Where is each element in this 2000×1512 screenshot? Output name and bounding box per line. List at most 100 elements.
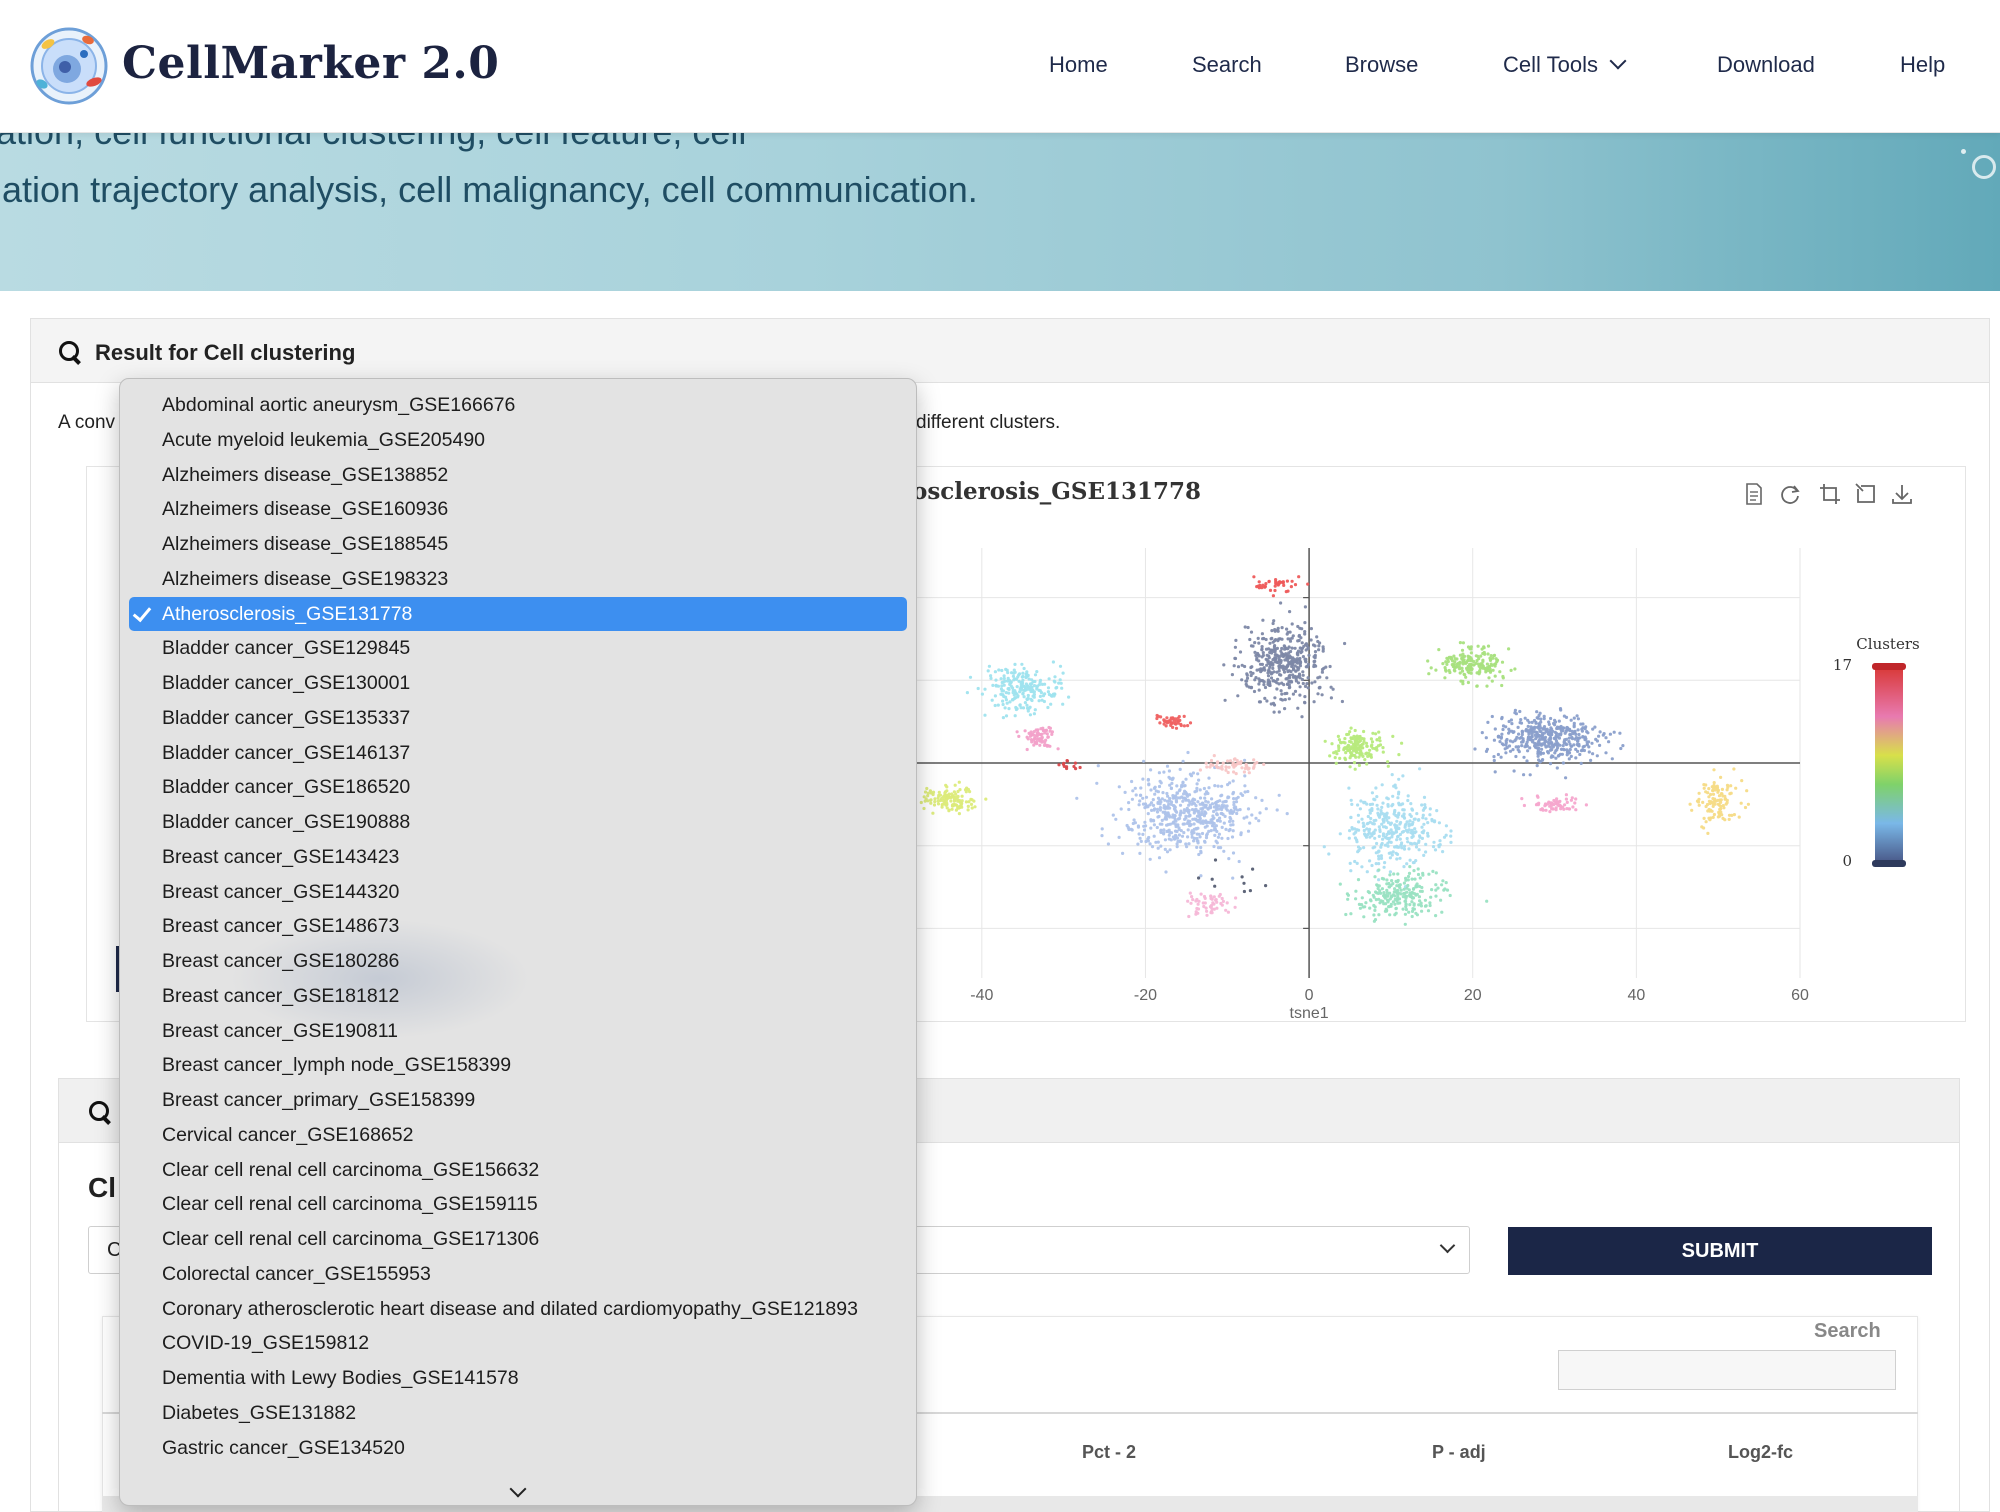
data-point — [1390, 835, 1394, 839]
dropdown-option[interactable]: Alzheimers disease_GSE198323 — [162, 567, 449, 590]
legend-handle-top[interactable] — [1872, 663, 1906, 670]
data-point — [1580, 748, 1585, 752]
column-header-padj[interactable]: P - adj — [1432, 1442, 1486, 1462]
cluster-select-value: C — [107, 1239, 122, 1261]
data-point — [1550, 727, 1554, 731]
dropdown-option[interactable]: Colorectal cancer_GSE155953 — [162, 1262, 431, 1285]
data-point — [1141, 796, 1145, 800]
nav-cell-tools-label: Cell Tools — [1503, 52, 1598, 77]
nav-download[interactable]: Download — [1717, 52, 1815, 77]
dropdown-option[interactable]: Cervical cancer_GSE168652 — [162, 1123, 414, 1146]
dropdown-option[interactable]: Bladder cancer_GSE130001 — [162, 672, 411, 694]
data-point — [1543, 740, 1547, 744]
data-point — [1166, 811, 1170, 815]
dropdown-option[interactable]: Breast cancer_lymph node_GSE158399 — [162, 1054, 512, 1077]
download-icon[interactable] — [1890, 482, 1914, 506]
data-point — [1003, 706, 1007, 710]
dropdown-option[interactable]: Alzheimers disease_GSE160936 — [162, 498, 449, 521]
dropdown-option[interactable]: Bladder cancer_GSE129845 — [162, 637, 411, 660]
dropdown-option[interactable]: Bladder cancer_GSE190888 — [162, 811, 411, 833]
table-search-input[interactable] — [1558, 1350, 1896, 1390]
data-point — [1223, 698, 1227, 702]
data-point — [1260, 586, 1264, 590]
dropdown-option[interactable]: Breast cancer_GSE190811 — [162, 1019, 398, 1042]
data-point — [1397, 883, 1401, 887]
dropdown-option[interactable]: Diabetes_GSE131882 — [162, 1401, 357, 1424]
dropdown-option[interactable]: Breast cancer_primary_GSE158399 — [162, 1089, 476, 1111]
data-point — [1567, 750, 1571, 754]
dropdown-option[interactable]: Clear cell renal cell carcinoma_GSE15663… — [162, 1158, 540, 1181]
dropdown-selected-option[interactable]: Atherosclerosis_GSE131778 — [129, 597, 907, 631]
data-point — [1312, 663, 1316, 667]
data-point — [1196, 902, 1200, 906]
data-point — [1007, 686, 1011, 691]
dropdown-option[interactable]: Breast cancer_GSE144320 — [162, 880, 400, 903]
dropdown-option[interactable]: Alzheimers disease_GSE188545 — [162, 533, 449, 555]
dropdown-option[interactable]: Gastric cancer_GSE134520 — [162, 1436, 405, 1459]
dropdown-option[interactable]: Bladder cancer_GSE186520 — [162, 776, 411, 799]
nav-home[interactable]: Home — [1049, 52, 1108, 77]
brand-name[interactable]: CellMarker 2.0 — [122, 38, 500, 89]
data-point — [1268, 665, 1272, 669]
data-point — [1309, 627, 1313, 631]
data-point — [947, 809, 951, 813]
dropdown-option[interactable]: Clear cell renal cell carcinoma_GSE17130… — [162, 1228, 540, 1250]
zoom-reset-icon[interactable] — [1854, 482, 1878, 506]
data-point — [1254, 816, 1258, 820]
dropdown-option[interactable]: Bladder cancer_GSE135337 — [162, 706, 411, 729]
data-point — [1197, 899, 1201, 903]
dropdown-option[interactable]: Breast cancer_GSE181812 — [162, 984, 400, 1007]
data-point — [1243, 664, 1247, 669]
dropdown-option[interactable]: Dementia with Lewy Bodies_GSE141578 — [162, 1367, 519, 1389]
data-point — [1221, 899, 1225, 903]
nav-cell-tools[interactable]: Cell Tools — [1503, 52, 1627, 78]
data-point — [1021, 674, 1025, 679]
data-point — [1410, 900, 1414, 904]
data-point — [1249, 665, 1253, 670]
nav-browse[interactable]: Browse — [1345, 52, 1419, 77]
data-point — [1539, 717, 1543, 721]
data-point — [1209, 896, 1213, 901]
data-point — [1571, 805, 1575, 809]
legend-handle-bottom[interactable] — [1872, 860, 1906, 867]
data-point — [1349, 726, 1353, 730]
data-view-icon[interactable] — [1742, 482, 1766, 506]
data-point — [969, 802, 974, 806]
dropdown-option[interactable]: Acute myeloid leukemia_GSE205490 — [162, 428, 486, 451]
dropdown-option[interactable]: Bladder cancer_GSE146137 — [162, 741, 411, 764]
data-point — [1361, 824, 1366, 829]
data-point — [1359, 749, 1363, 753]
dropdown-option[interactable]: Breast cancer_GSE143423 — [162, 845, 400, 868]
data-point — [1400, 741, 1404, 745]
restore-icon[interactable] — [1778, 482, 1802, 506]
cellmarker-logo[interactable] — [28, 26, 110, 106]
crop-zoom-icon[interactable] — [1818, 482, 1842, 506]
column-header-pct2[interactable]: Pct - 2 — [1082, 1442, 1137, 1462]
dropdown-option[interactable]: Abdominal aortic aneurysm_GSE166676 — [162, 394, 516, 416]
dropdown-option[interactable]: Breast cancer_GSE180286 — [162, 950, 400, 972]
dropdown-option[interactable]: Coronary atherosclerotic heart disease a… — [162, 1297, 858, 1320]
dropdown-option[interactable]: Alzheimers disease_GSE138852 — [162, 463, 449, 486]
submit-button[interactable]: SUBMIT — [1508, 1227, 1932, 1275]
dropdown-option[interactable]: Breast cancer_GSE148673 — [162, 915, 400, 938]
data-point — [1061, 671, 1065, 675]
dataset-dropdown-list[interactable]: Atherosclerosis_GSE131778 Abdominal aort… — [119, 378, 917, 1506]
data-point — [1704, 790, 1708, 794]
data-point — [1240, 678, 1244, 682]
data-point — [1266, 678, 1270, 682]
data-point — [932, 803, 937, 807]
data-point — [1100, 834, 1104, 838]
data-point — [1216, 784, 1220, 788]
dropdown-option[interactable]: COVID-19_GSE159812 — [162, 1332, 370, 1355]
nav-help[interactable]: Help — [1900, 52, 1946, 77]
dropdown-option[interactable]: Clear cell renal cell carcinoma_GSE15911… — [162, 1193, 538, 1216]
chevron-down-icon[interactable] — [509, 1480, 527, 1498]
data-point — [1330, 742, 1334, 746]
data-point — [1133, 786, 1137, 790]
data-point — [1281, 666, 1285, 670]
data-point — [1301, 655, 1305, 659]
data-point — [1257, 654, 1261, 658]
nav-search[interactable]: Search — [1192, 52, 1262, 77]
column-header-log2fc[interactable]: Log2-fc — [1728, 1442, 1793, 1462]
